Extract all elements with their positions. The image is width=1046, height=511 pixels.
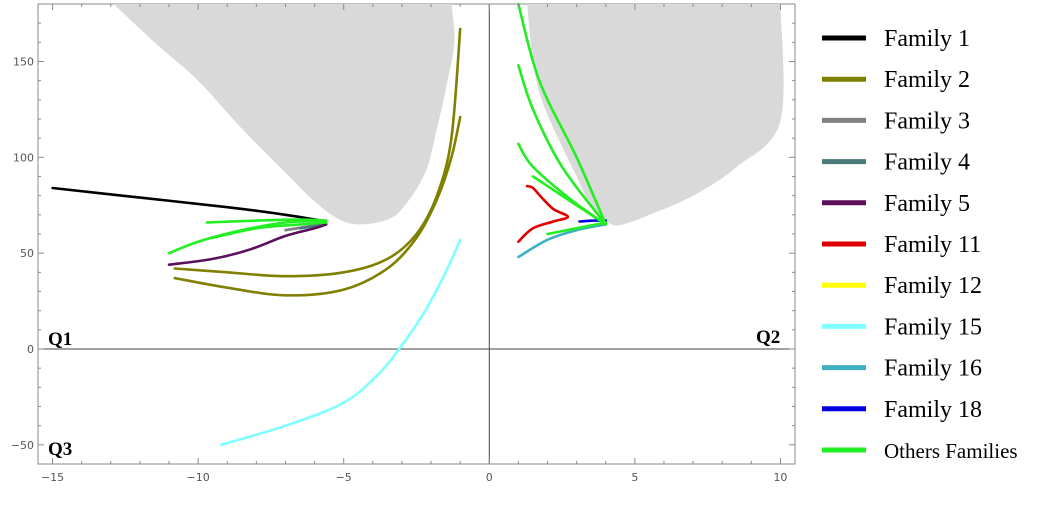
ticks bbox=[38, 4, 795, 464]
y-tick-label: 100 bbox=[13, 151, 34, 164]
y-tick-label: 150 bbox=[13, 56, 34, 69]
series-family-2 bbox=[173, 27, 462, 297]
legend-label: Family 1 bbox=[884, 26, 970, 52]
legend: Family 1 Family 2 Family 3 Family 4 Family 5… bbox=[822, 26, 1018, 463]
series-curve bbox=[205, 218, 328, 224]
x-tick-label: 0 bbox=[486, 471, 493, 484]
x-tick-label: 5 bbox=[631, 471, 638, 484]
x-tick-label: −10 bbox=[187, 471, 210, 484]
series-curve bbox=[546, 221, 608, 236]
series-curve bbox=[167, 223, 328, 266]
legend-item: Family 12 bbox=[822, 273, 982, 299]
legend-item: Family 11 bbox=[822, 232, 981, 258]
series-family-11 bbox=[517, 184, 570, 243]
legend-item: Family 18 bbox=[822, 397, 982, 423]
x-tick-label: 10 bbox=[773, 471, 787, 484]
series-curve bbox=[517, 223, 608, 259]
legend-item: Family 5 bbox=[822, 191, 970, 217]
x-tick-label: −5 bbox=[336, 471, 352, 484]
y-tick-label: 0 bbox=[27, 343, 34, 356]
y-tick-label: 50 bbox=[20, 247, 34, 260]
quadrant-label-q1: Q1 bbox=[48, 329, 72, 350]
series-curve bbox=[51, 186, 328, 223]
legend-item: Others Families bbox=[822, 439, 1018, 463]
series-others-families bbox=[167, 2, 608, 255]
series-family-5 bbox=[167, 223, 328, 266]
legend-label: Family 2 bbox=[884, 67, 970, 93]
series-curve bbox=[517, 64, 608, 226]
series-family-16 bbox=[517, 223, 608, 259]
series-curve bbox=[531, 175, 608, 226]
legend-item: Family 2 bbox=[822, 67, 970, 93]
legend-label: Family 5 bbox=[884, 191, 970, 217]
legend-label: Family 3 bbox=[884, 108, 970, 134]
legend-item: Family 3 bbox=[822, 108, 970, 134]
series-curve bbox=[173, 115, 462, 297]
series-curve bbox=[173, 27, 462, 278]
legend-label: Family 15 bbox=[884, 314, 982, 340]
legend-label: Family 16 bbox=[884, 356, 982, 382]
forbidden-region-1 bbox=[113, 4, 455, 225]
quadrant-labels: Q1 Q2 Q3 bbox=[48, 327, 780, 460]
legend-label: Family 18 bbox=[884, 397, 982, 423]
legend-item: Family 15 bbox=[822, 314, 982, 340]
quadrant-label-q3: Q3 bbox=[48, 439, 72, 460]
series-curve bbox=[220, 238, 462, 447]
legend-item: Family 4 bbox=[822, 150, 970, 176]
series-curve bbox=[211, 221, 328, 240]
legend-label: Family 4 bbox=[884, 150, 970, 176]
quadrant-label-q2: Q2 bbox=[756, 327, 780, 348]
x-tick-label: −15 bbox=[41, 471, 64, 484]
series-layer bbox=[51, 2, 608, 447]
forbidden-region-2 bbox=[527, 4, 784, 226]
series-family-15 bbox=[220, 238, 462, 447]
legend-item: Family 16 bbox=[822, 356, 982, 382]
legend-label: Family 12 bbox=[884, 273, 982, 299]
legend-item: Family 1 bbox=[822, 26, 970, 52]
series-curve bbox=[517, 2, 608, 226]
zero-axes bbox=[38, 4, 795, 464]
legend-label: Others Families bbox=[884, 439, 1018, 463]
forbidden-regions bbox=[113, 4, 784, 226]
y-tick-label: −50 bbox=[11, 439, 34, 452]
series-family-1 bbox=[51, 186, 328, 223]
series-curve bbox=[517, 184, 570, 243]
legend-label: Family 11 bbox=[884, 232, 981, 258]
